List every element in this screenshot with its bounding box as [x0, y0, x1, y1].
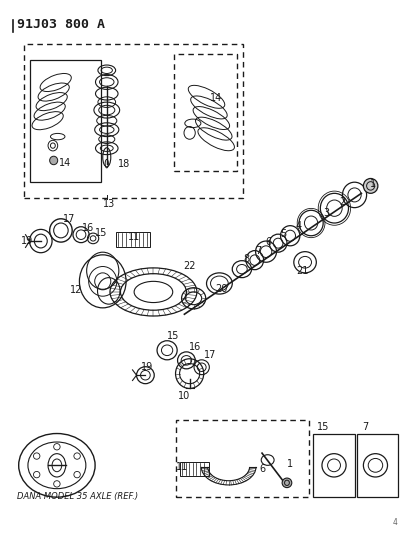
Text: 15: 15 — [167, 332, 180, 342]
Text: 3: 3 — [323, 208, 329, 218]
Text: 21: 21 — [296, 266, 309, 276]
Bar — [313, 433, 355, 497]
Bar — [23, 44, 243, 198]
Text: 22: 22 — [183, 261, 196, 271]
Text: 15: 15 — [317, 422, 329, 432]
Bar — [176, 420, 309, 497]
Text: 1: 1 — [287, 459, 293, 469]
Bar — [30, 60, 101, 182]
Text: 19: 19 — [21, 236, 34, 246]
Text: 15: 15 — [95, 228, 107, 238]
Text: 16: 16 — [189, 342, 201, 352]
Text: 5: 5 — [281, 229, 287, 239]
Text: DANA MODEL 35 AXLE (REF.): DANA MODEL 35 AXLE (REF.) — [17, 492, 139, 501]
Text: 11: 11 — [175, 462, 188, 472]
Text: 6: 6 — [266, 237, 272, 247]
Text: 4: 4 — [393, 519, 398, 527]
Ellipse shape — [282, 478, 292, 488]
Text: 17: 17 — [63, 214, 75, 224]
Bar — [174, 54, 237, 171]
Text: 4: 4 — [295, 221, 301, 231]
Text: 13: 13 — [103, 199, 115, 209]
Text: 16: 16 — [82, 223, 94, 233]
Text: 18: 18 — [118, 159, 130, 169]
Text: 20: 20 — [215, 284, 228, 294]
Text: 7: 7 — [255, 246, 261, 256]
Text: 8: 8 — [243, 254, 249, 263]
Bar — [116, 231, 150, 247]
Text: 10: 10 — [178, 391, 190, 401]
Text: 17: 17 — [204, 350, 216, 360]
Text: 14: 14 — [211, 93, 223, 103]
Text: 1: 1 — [371, 179, 377, 189]
Bar — [180, 462, 209, 477]
Text: 19: 19 — [141, 362, 153, 372]
Text: 7: 7 — [362, 422, 369, 432]
Text: 14: 14 — [59, 158, 71, 168]
Bar — [357, 433, 398, 497]
Ellipse shape — [50, 156, 58, 165]
Text: 91J03 800 A: 91J03 800 A — [17, 18, 105, 31]
Text: 11: 11 — [128, 232, 140, 243]
Text: 6: 6 — [259, 464, 265, 474]
Ellipse shape — [363, 179, 378, 193]
Text: 12: 12 — [70, 285, 82, 295]
Text: 2: 2 — [339, 197, 345, 207]
